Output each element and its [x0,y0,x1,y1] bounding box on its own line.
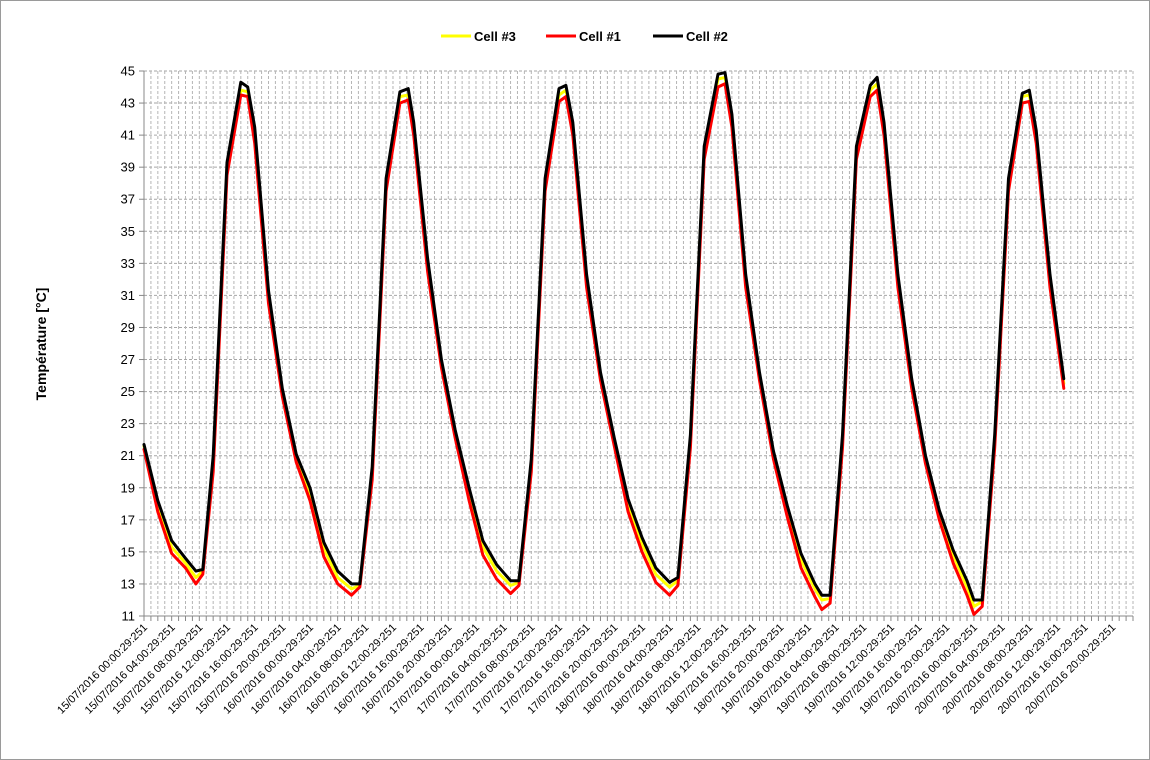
y-tick-label: 41 [121,128,135,143]
y-tick-label: 23 [121,416,135,431]
y-tick-label: 19 [121,480,135,495]
y-tick-label: 35 [121,224,135,239]
y-tick-label: 39 [121,160,135,175]
y-tick-label: 43 [121,96,135,111]
series-line-2 [142,82,1066,616]
y-tick-label: 11 [122,609,136,624]
axes [139,70,1134,621]
y-tick-label: 31 [121,288,135,303]
y-tick-label: 27 [121,352,135,367]
y-tick-label: 29 [121,320,135,335]
legend-label: Cell #1 [579,29,621,44]
gridlines [143,70,1134,617]
y-tick-label: 17 [121,512,135,527]
y-tick-label: 25 [121,384,135,399]
y-tick-label: 37 [121,192,135,207]
legend-label: Cell #3 [474,29,516,44]
y-tick-labels: 11 13 15 17 19 21 23 25 27 29 31 33 35 37 39 41 43 45 [121,64,135,624]
y-tick-label: 21 [121,448,135,463]
y-tick-label: 33 [121,256,135,271]
legend: Cell #3 Cell #1 Cell #2 [441,29,728,44]
legend-label: Cell #2 [686,29,728,44]
series-lines [142,71,1066,616]
y-tick-label: 15 [121,544,135,559]
y-tick-label: 45 [121,64,135,79]
series-line-3 [142,71,1066,602]
y-axis-label: Température [°C] [33,288,49,401]
y-tick-label: 13 [121,576,135,591]
